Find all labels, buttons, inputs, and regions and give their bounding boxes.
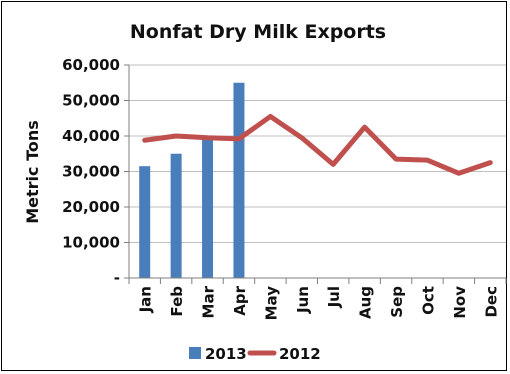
y-tick-label: 20,000 <box>62 198 120 216</box>
bar <box>139 166 150 278</box>
x-tick-label: Apr <box>231 285 249 315</box>
x-tick-label: Dec <box>482 286 500 318</box>
y-tick-label: 60,000 <box>62 56 120 74</box>
bar <box>202 140 213 278</box>
legend-swatch-2013 <box>189 347 201 359</box>
bar-series <box>139 83 244 278</box>
x-tick-label: Aug <box>357 286 375 319</box>
y-tick-labels: - 10,000 20,000 30,000 40,000 50,000 60,000 <box>62 56 120 287</box>
x-tick-label: Feb <box>168 286 186 317</box>
x-tick-label: Oct <box>419 286 437 315</box>
x-tick-label: Jun <box>294 286 312 314</box>
legend-label-2013: 2013 <box>205 345 247 363</box>
x-tick-labels: Jan Feb Mar Apr May Jun Jul Aug Sep Oct Nov Dec <box>137 285 501 320</box>
x-tick-label: Mar <box>200 285 218 318</box>
x-tick-label: Jul <box>325 286 343 308</box>
series-line-2012 <box>145 116 491 173</box>
x-tick-label: Sep <box>388 286 406 318</box>
bar <box>171 154 182 278</box>
line-series <box>145 116 491 173</box>
x-tick-label: Jan <box>137 286 155 313</box>
legend-label-2012: 2012 <box>279 345 321 363</box>
y-tick-label: 40,000 <box>62 127 120 145</box>
x-tick-label: May <box>262 286 280 321</box>
x-tick-label: Nov <box>451 286 469 319</box>
chart-title: Nonfat Dry Milk Exports <box>130 21 386 43</box>
y-tick-label: 50,000 <box>62 92 120 110</box>
y-tick-label: 10,000 <box>62 234 120 252</box>
bar <box>233 83 244 278</box>
y-axis-label: Metric Tons <box>23 120 42 224</box>
y-tick-label: 30,000 <box>62 163 120 181</box>
legend: 2013 2012 <box>189 345 321 363</box>
y-tick-label: - <box>114 269 120 287</box>
